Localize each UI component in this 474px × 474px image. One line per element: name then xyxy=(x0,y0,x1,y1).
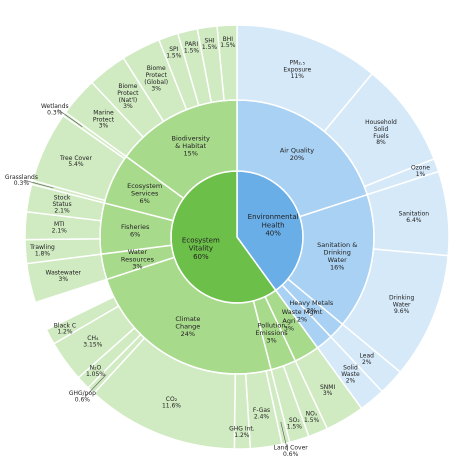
value-label: 2% xyxy=(346,378,356,385)
segment-label: Marine Protect xyxy=(93,109,115,123)
value-label: 8% xyxy=(376,139,386,146)
segment-label: Sanitation xyxy=(399,210,430,217)
value-label: 1.5% xyxy=(184,47,200,54)
segment xyxy=(216,24,238,102)
value-label: 0.6% xyxy=(75,396,91,403)
segment-label: SNMI xyxy=(320,383,335,390)
value-label: 3% xyxy=(59,276,69,283)
segment-label: Drinking Water xyxy=(389,294,415,308)
segment-label: GHG Int. xyxy=(229,425,255,432)
value-label: 11% xyxy=(291,73,305,80)
segment-label: Fisheries xyxy=(121,223,150,231)
value-label: 24% xyxy=(181,330,195,338)
segment-label: Pollution Emissions xyxy=(255,321,288,336)
segment-label: N₂O xyxy=(90,364,102,371)
value-label: 16% xyxy=(330,263,344,271)
segment-label: CO₂ xyxy=(166,396,178,403)
segment-label: Biome Protect (Nat'l) xyxy=(117,83,139,104)
segment-label: Black C xyxy=(54,322,76,329)
segment-label: Environmental Health xyxy=(248,213,299,229)
segment-label: Agri xyxy=(282,317,295,325)
segment-label: Household Solid Fuels xyxy=(365,119,397,140)
leader-line xyxy=(280,421,288,452)
value-label: 2.1% xyxy=(52,227,68,234)
segment-label: Tree Cover xyxy=(59,154,93,161)
segment-label: Biodiversity & Habitat xyxy=(172,135,210,150)
leader-line xyxy=(85,374,107,397)
leader-line xyxy=(24,179,54,189)
value-label: 1.8% xyxy=(35,250,51,257)
value-label: 1.05% xyxy=(86,371,105,378)
segment-label: Lead xyxy=(360,352,375,359)
value-label: 1.5% xyxy=(304,417,320,424)
value-label: 6% xyxy=(140,197,150,205)
segment-label: Wastewater xyxy=(46,269,82,276)
segment-label: BHI xyxy=(223,35,234,42)
value-label: 6% xyxy=(130,230,140,238)
value-label: 3% xyxy=(266,336,276,344)
segment-label: CH₄ xyxy=(87,334,99,341)
segment-label: PARI xyxy=(185,40,199,47)
value-label: 2% xyxy=(297,315,307,323)
value-label: 3% xyxy=(99,123,109,130)
segment-label: Solid Waste xyxy=(341,364,360,378)
segment-label: SO₂ xyxy=(289,416,301,423)
value-label: 1.5% xyxy=(202,44,218,51)
segment-label: GHG/pop xyxy=(69,389,96,396)
value-label: 15% xyxy=(183,150,197,158)
value-label: 40% xyxy=(265,229,281,237)
segment-label: Grasslands xyxy=(5,173,38,180)
value-label: 3% xyxy=(151,85,161,92)
segment-label: Air Quality xyxy=(280,147,314,155)
value-label: 9.6% xyxy=(394,308,410,315)
value-label: 60% xyxy=(193,253,209,261)
value-label: 0.6% xyxy=(283,451,299,458)
segment-label: Ecosystem Vitality xyxy=(182,237,220,253)
value-label: 0.3% xyxy=(14,180,30,187)
segment-label: SHI xyxy=(204,37,214,44)
segment-label: Waste Mgmt xyxy=(282,308,323,316)
segment-label: MTI xyxy=(54,221,65,228)
value-label: 1% xyxy=(416,171,426,178)
value-label: 2.1% xyxy=(54,208,70,215)
segment-label: F-Gas xyxy=(253,406,270,413)
segment-label: NOₓ xyxy=(306,410,318,417)
segment-label: Heavy Metals xyxy=(289,299,334,307)
segment xyxy=(45,295,120,345)
segment-label: Stock Status xyxy=(52,194,71,208)
segment-label: Wetlands xyxy=(41,102,69,109)
value-label: 2% xyxy=(306,307,316,315)
value-label: 5.4% xyxy=(68,161,84,168)
value-label: 3.15% xyxy=(83,341,102,348)
segment-label: Land Cover xyxy=(274,444,309,451)
segment-label: PM₂.₅ Exposure xyxy=(283,59,311,73)
value-label: 1.5% xyxy=(166,52,182,59)
value-label: 1.5% xyxy=(220,42,236,49)
value-label: 0.3% xyxy=(47,109,63,116)
value-label: 3% xyxy=(284,325,294,333)
segment-label: Climate Change xyxy=(175,315,200,330)
value-label: 1.5% xyxy=(287,423,303,430)
value-label: 3% xyxy=(132,263,142,271)
segment-label: SPI xyxy=(169,46,178,53)
value-label: 20% xyxy=(290,154,304,162)
segment-label: Trawling xyxy=(29,244,55,251)
segment-label: Ecosystem Services xyxy=(127,182,162,197)
leader-line xyxy=(57,109,83,128)
segment-label: Ozone xyxy=(411,164,430,171)
value-label: 1.2% xyxy=(57,329,73,336)
value-label: 1.2% xyxy=(234,432,250,439)
value-label: 2.4% xyxy=(254,413,270,420)
segment-label: Water Resources xyxy=(121,248,155,263)
value-label: 2% xyxy=(362,359,372,366)
value-label: 6.4% xyxy=(406,217,422,224)
value-label: 11.6% xyxy=(162,402,181,409)
value-label: 3% xyxy=(323,390,333,397)
value-label: 3% xyxy=(123,103,133,110)
segment-label: Sanitation & Drinking Water xyxy=(317,241,357,264)
segment-label: Biome Protect (Global) xyxy=(144,65,168,86)
